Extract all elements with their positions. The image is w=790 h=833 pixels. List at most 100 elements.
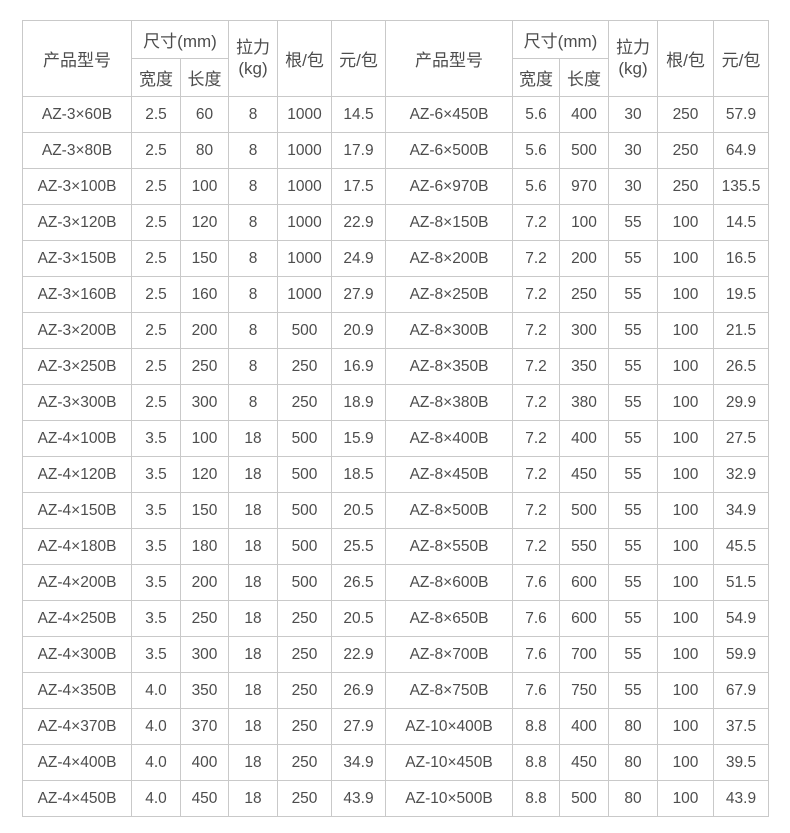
tension-cell: 8 <box>228 96 278 133</box>
price-cell: 20.9 <box>331 312 386 349</box>
model-cell: AZ-8×380B <box>385 384 513 421</box>
pcs-cell: 100 <box>657 672 714 709</box>
pcs-cell: 250 <box>657 96 714 133</box>
model-cell: AZ-3×300B <box>22 384 132 421</box>
table-row: AZ-4×370B 4.0 370 18 250 27.9 AZ-10×400B 8.8 400… <box>22 708 769 745</box>
table-row: AZ-3×150B 2.5 150 8 1000 24.9 AZ-8×200B 7.2 200 5… <box>22 240 769 277</box>
pcs-cell: 100 <box>657 456 714 493</box>
pcs-cell: 1000 <box>277 276 332 313</box>
width-cell: 7.2 <box>512 492 560 529</box>
tension-cell: 8 <box>228 204 278 241</box>
model-cell: AZ-3×60B <box>22 96 132 133</box>
table-row: AZ-4×180B 3.5 180 18 500 25.5 AZ-8×550B 7.2 550 5… <box>22 528 769 565</box>
tension-cell: 8 <box>228 348 278 385</box>
width-cell: 8.8 <box>512 708 560 745</box>
length-cell: 80 <box>180 132 229 169</box>
price-cell: 16.9 <box>331 348 386 385</box>
pcs-cell: 100 <box>657 600 714 637</box>
table-body: AZ-3×60B 2.5 60 8 1000 14.5 AZ-6×450B 5.6 400 30 2… <box>22 96 769 817</box>
header-price-right: 元/包 <box>713 20 769 97</box>
price-cell: 34.9 <box>331 744 386 781</box>
price-cell: 45.5 <box>713 528 769 565</box>
model-cell: AZ-8×350B <box>385 348 513 385</box>
model-cell: AZ-4×120B <box>22 456 132 493</box>
table-row: AZ-4×100B 3.5 100 18 500 15.9 AZ-8×400B 7.2 400 5… <box>22 420 769 457</box>
price-cell: 15.9 <box>331 420 386 457</box>
tension-cell: 55 <box>608 384 658 421</box>
width-cell: 2.5 <box>131 204 181 241</box>
tension-cell: 55 <box>608 204 658 241</box>
header-model-right: 产品型号 <box>385 20 513 97</box>
price-cell: 21.5 <box>713 312 769 349</box>
length-cell: 550 <box>559 528 609 565</box>
width-cell: 5.6 <box>512 132 560 169</box>
tension-cell: 18 <box>228 780 278 817</box>
model-cell: AZ-8×300B <box>385 312 513 349</box>
price-cell: 32.9 <box>713 456 769 493</box>
tension-cell: 55 <box>608 528 658 565</box>
tension-cell: 8 <box>228 240 278 277</box>
header-pcs-left: 根/包 <box>277 20 332 97</box>
pcs-cell: 250 <box>277 384 332 421</box>
length-cell: 500 <box>559 780 609 817</box>
table-row: AZ-3×200B 2.5 200 8 500 20.9 AZ-8×300B 7.2 300 55… <box>22 312 769 349</box>
model-cell: AZ-4×250B <box>22 600 132 637</box>
width-cell: 2.5 <box>131 96 181 133</box>
pcs-cell: 500 <box>277 456 332 493</box>
model-cell: AZ-4×150B <box>22 492 132 529</box>
price-cell: 67.9 <box>713 672 769 709</box>
tension-cell: 18 <box>228 564 278 601</box>
length-cell: 450 <box>180 780 229 817</box>
model-cell: AZ-4×300B <box>22 636 132 673</box>
length-cell: 60 <box>180 96 229 133</box>
table-row: AZ-3×120B 2.5 120 8 1000 22.9 AZ-8×150B 7.2 100 5… <box>22 204 769 241</box>
tension-cell: 55 <box>608 276 658 313</box>
width-cell: 4.0 <box>131 672 181 709</box>
width-cell: 3.5 <box>131 600 181 637</box>
pcs-cell: 250 <box>277 672 332 709</box>
pcs-cell: 500 <box>277 420 332 457</box>
width-cell: 7.2 <box>512 348 560 385</box>
header-width-left: 宽度 <box>131 58 181 97</box>
width-cell: 7.2 <box>512 384 560 421</box>
length-cell: 700 <box>559 636 609 673</box>
tension-cell: 55 <box>608 456 658 493</box>
width-cell: 7.2 <box>512 276 560 313</box>
tension-cell: 18 <box>228 708 278 745</box>
tension-cell: 55 <box>608 348 658 385</box>
length-cell: 500 <box>559 132 609 169</box>
pcs-cell: 250 <box>277 600 332 637</box>
tension-cell: 8 <box>228 276 278 313</box>
table-row: AZ-3×80B 2.5 80 8 1000 17.9 AZ-6×500B 5.6 500 30 2… <box>22 132 769 169</box>
length-cell: 200 <box>180 312 229 349</box>
length-cell: 200 <box>180 564 229 601</box>
pcs-cell: 100 <box>657 708 714 745</box>
length-cell: 120 <box>180 456 229 493</box>
pcs-cell: 1000 <box>277 204 332 241</box>
length-cell: 200 <box>559 240 609 277</box>
width-cell: 2.5 <box>131 312 181 349</box>
pcs-cell: 500 <box>277 564 332 601</box>
price-cell: 17.5 <box>331 168 386 205</box>
tension-cell: 18 <box>228 528 278 565</box>
length-cell: 100 <box>180 168 229 205</box>
length-cell: 350 <box>180 672 229 709</box>
tension-cell: 55 <box>608 636 658 673</box>
price-cell: 135.5 <box>713 168 769 205</box>
model-cell: AZ-8×450B <box>385 456 513 493</box>
tension-cell: 18 <box>228 492 278 529</box>
pcs-cell: 100 <box>657 528 714 565</box>
length-cell: 180 <box>180 528 229 565</box>
width-cell: 3.5 <box>131 564 181 601</box>
length-cell: 400 <box>559 96 609 133</box>
tension-cell: 18 <box>228 672 278 709</box>
length-cell: 300 <box>180 636 229 673</box>
model-cell: AZ-8×200B <box>385 240 513 277</box>
table-row: AZ-4×300B 3.5 300 18 250 22.9 AZ-8×700B 7.6 700 5… <box>22 636 769 673</box>
tension-cell: 55 <box>608 600 658 637</box>
width-cell: 7.2 <box>512 456 560 493</box>
header-length-right: 长度 <box>559 58 609 97</box>
model-cell: AZ-6×970B <box>385 168 513 205</box>
price-cell: 39.5 <box>713 744 769 781</box>
width-cell: 7.2 <box>512 240 560 277</box>
